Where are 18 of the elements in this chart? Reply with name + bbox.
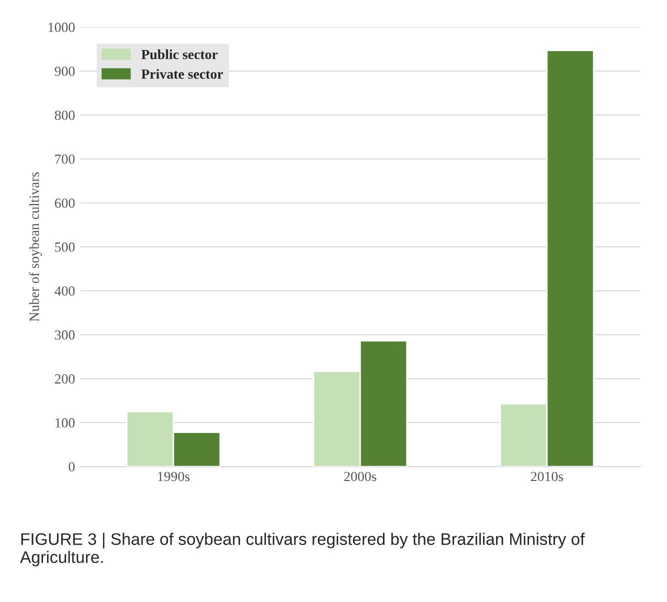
- y-tick-label: 100: [56, 418, 75, 428]
- y-tick-label: 500: [55, 242, 75, 252]
- y-tick-label: 300: [55, 330, 75, 340]
- y-tick-label: 200: [54, 374, 75, 384]
- y-tick-label: 1000: [48, 22, 75, 32]
- x-tick-label: 2010s: [530, 472, 564, 482]
- x-tick-label: 2000s: [344, 472, 376, 482]
- y-tick-label: 0: [68, 462, 75, 472]
- x-tick-label: 1990s: [158, 472, 190, 482]
- y-tick-label: 600: [54, 198, 75, 208]
- legend-label: Public sector: [141, 49, 218, 60]
- y-tick-label: 800: [54, 110, 75, 120]
- legend-label: Private sector: [141, 69, 223, 79]
- y-tick-label: 900: [54, 66, 75, 76]
- y-tick-label: 700: [55, 154, 75, 164]
- y-axis-title: Nuber of soybean cultivars: [29, 172, 42, 322]
- y-tick-label: 400: [54, 286, 75, 296]
- caption: FIGURE 3 | Share of soybean cultivars registered by the Brazilian Ministry of Agriculture.: [20, 532, 585, 566]
